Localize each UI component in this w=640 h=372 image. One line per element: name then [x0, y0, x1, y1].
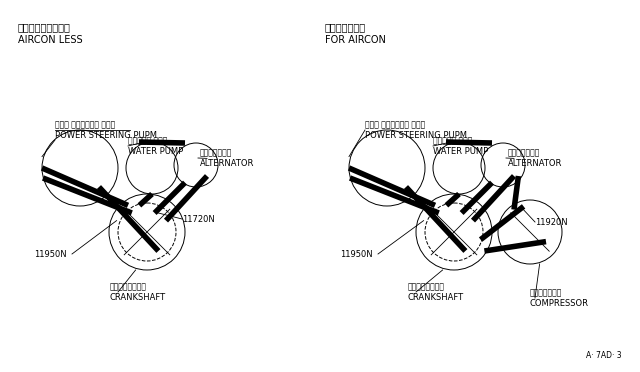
- Text: WATER PUMP: WATER PUMP: [128, 147, 183, 156]
- Text: オルタネイター: オルタネイター: [200, 148, 232, 157]
- Text: 11920N: 11920N: [535, 218, 568, 227]
- Text: CRANKSHAFT: CRANKSHAFT: [408, 293, 464, 302]
- Text: コンプレッサー: コンプレッサー: [530, 288, 563, 297]
- Text: エアコン仕仕様: エアコン仕仕様: [325, 22, 366, 32]
- Text: FOR AIRCON: FOR AIRCON: [325, 35, 386, 45]
- Text: ウォーター ポンプ: ウォーター ポンプ: [433, 136, 472, 145]
- Text: A· 7AD· 3: A· 7AD· 3: [586, 351, 622, 360]
- Text: POWER STEERING PUPM: POWER STEERING PUPM: [55, 131, 157, 140]
- Text: POWER STEERING PUPM: POWER STEERING PUPM: [365, 131, 467, 140]
- Text: ウォーター ポンプ: ウォーター ポンプ: [128, 136, 168, 145]
- Text: ALTERNATOR: ALTERNATOR: [200, 159, 254, 168]
- Text: 11720N: 11720N: [182, 215, 215, 224]
- Text: パワー ステアリング ポンプ: パワー ステアリング ポンプ: [55, 120, 115, 129]
- Text: オルタネイター: オルタネイター: [508, 148, 540, 157]
- Text: 11950N: 11950N: [340, 250, 372, 259]
- Text: COMPRESSOR: COMPRESSOR: [530, 299, 589, 308]
- Text: ALTERNATOR: ALTERNATOR: [508, 159, 563, 168]
- Text: クランクシャフト: クランクシャフト: [110, 282, 147, 291]
- Text: エアコン　無し仕様: エアコン 無し仕様: [18, 22, 71, 32]
- Text: CRANKSHAFT: CRANKSHAFT: [110, 293, 166, 302]
- Text: パワー ステアリング ポンプ: パワー ステアリング ポンプ: [365, 120, 425, 129]
- Text: WATER PUMP: WATER PUMP: [433, 147, 488, 156]
- Text: AIRCON LESS: AIRCON LESS: [18, 35, 83, 45]
- Text: クランクシャフト: クランクシャフト: [408, 282, 445, 291]
- Text: 11950N: 11950N: [34, 250, 67, 259]
